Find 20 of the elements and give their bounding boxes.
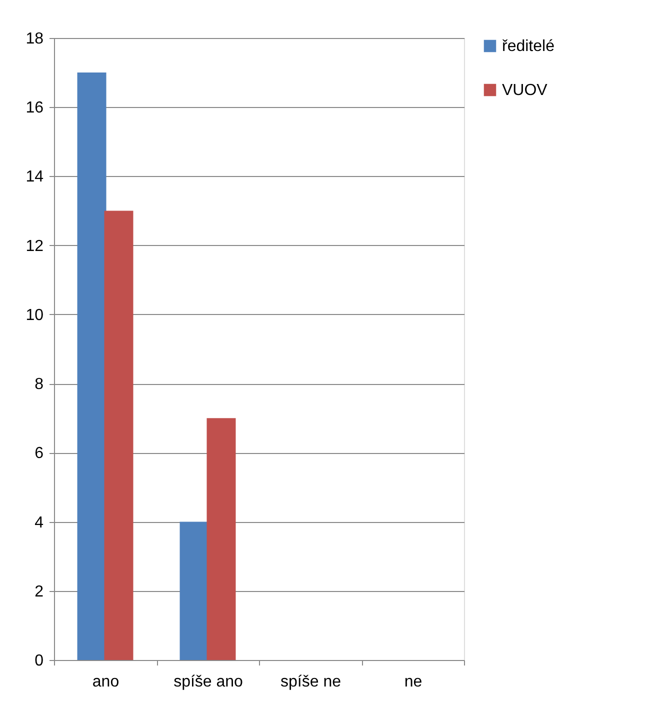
- x-tick-label: spíše ne: [280, 674, 342, 690]
- y-tick-label: 4: [34, 514, 44, 532]
- y-tick-label: 14: [26, 168, 44, 186]
- y-tick-label: 0: [34, 652, 44, 670]
- x-tick-label: ano: [92, 674, 120, 690]
- y-tick-label: 12: [26, 238, 44, 255]
- y-tick-label: 2: [34, 583, 44, 600]
- bar: [206, 418, 236, 660]
- legend-label: VUOV: [502, 82, 548, 99]
- bar: [77, 72, 106, 660]
- y-tick-label: 16: [26, 100, 44, 117]
- legend-label: ředitelé: [502, 38, 555, 55]
- y-tick-label: 8: [34, 376, 44, 394]
- bar: [180, 522, 209, 660]
- bar: [104, 210, 134, 660]
- y-tick-label: 10: [26, 306, 44, 324]
- y-tick-label: 6: [34, 445, 44, 462]
- y-tick-label: 18: [26, 30, 44, 48]
- x-tick-label: ne: [404, 674, 422, 690]
- x-tick-label: spíše ano: [174, 674, 244, 690]
